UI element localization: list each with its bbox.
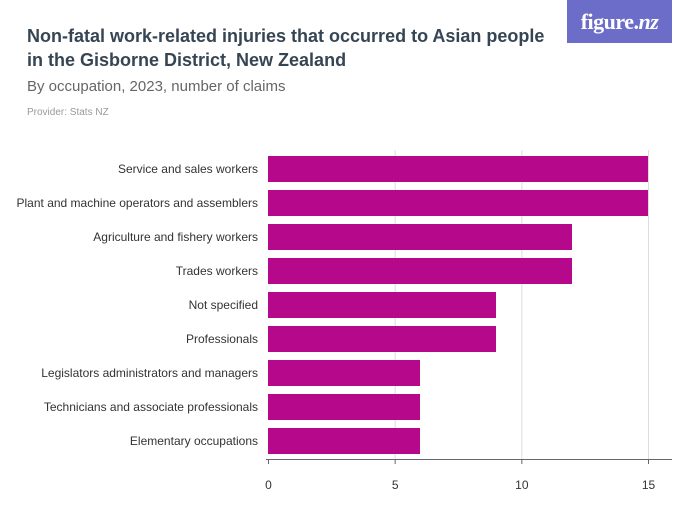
provider-note: Provider: Stats NZ: [27, 107, 109, 118]
category-label: Plant and machine operators and assemble…: [17, 196, 258, 210]
bar: [268, 156, 648, 182]
logo-text-italic: nz: [638, 8, 659, 34]
bar: [268, 258, 572, 284]
bar: [268, 190, 648, 216]
bar: [268, 428, 420, 454]
category-label: Service and sales workers: [118, 162, 258, 176]
logo-text-main: figure.: [580, 8, 639, 34]
logo-text: figure.nz: [581, 9, 659, 35]
bar: [268, 394, 420, 420]
category-label: Agriculture and fishery workers: [93, 230, 258, 244]
x-tick-label: 10: [515, 478, 529, 492]
bar: [268, 292, 496, 318]
bar: [268, 360, 420, 386]
bar: [268, 326, 496, 352]
category-label: Legislators administrators and managers: [41, 366, 258, 380]
x-tick-label: 15: [642, 478, 656, 492]
x-tick-label: 0: [265, 478, 272, 492]
category-label: Elementary occupations: [130, 434, 258, 448]
figure-nz-logo[interactable]: figure.nz: [567, 0, 672, 43]
chart-title: Non-fatal work-related injuries that occ…: [27, 26, 545, 70]
bar: [268, 224, 572, 250]
x-tick-label: 5: [392, 478, 399, 492]
chart-subtitle: By occupation, 2023, number of claims: [27, 78, 286, 95]
category-label: Professionals: [186, 332, 258, 346]
category-label: Technicians and associate professionals: [44, 400, 258, 414]
category-label: Not specified: [189, 298, 258, 312]
category-label: Trades workers: [176, 264, 258, 278]
